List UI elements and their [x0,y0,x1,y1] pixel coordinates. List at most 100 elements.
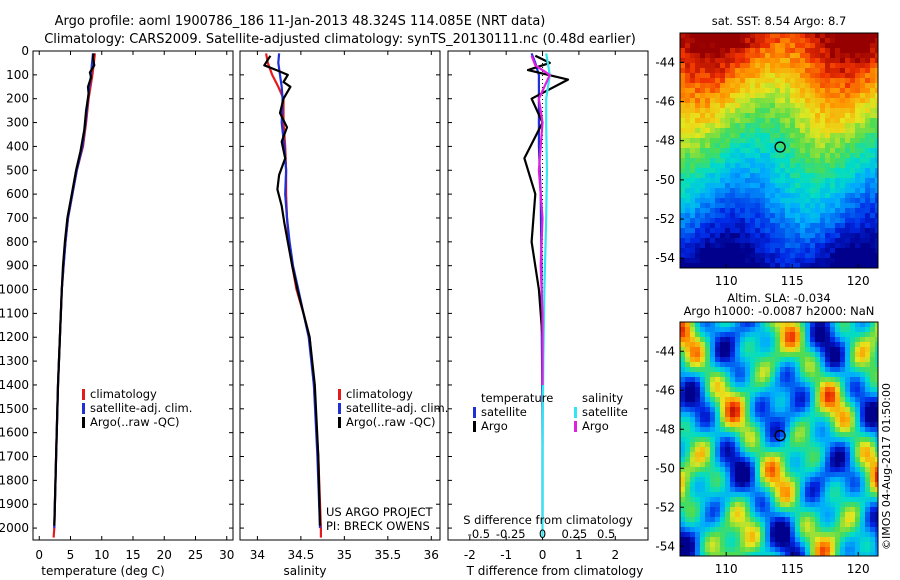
heatmap-cell [785,243,790,248]
heatmap-cell [815,153,820,158]
heatmap-cell [820,33,825,38]
heatmap-cell [850,332,855,337]
heatmap-cell [825,397,830,402]
heatmap-cell [815,93,820,98]
heatmap-cell [700,517,705,522]
heatmap-cell [775,173,780,178]
heatmap-cell [735,88,740,93]
heatmap-cell [865,258,870,263]
heatmap-cell [715,163,720,168]
heatmap-cell [745,103,750,108]
heatmap-cell [780,128,785,133]
heatmap-cell [840,123,845,128]
heatmap-cell [805,248,810,253]
heatmap-cell [780,158,785,163]
heatmap-cell [760,258,765,263]
heatmap-cell [865,357,870,362]
heatmap-cell [770,168,775,173]
heatmap-cell [730,93,735,98]
heatmap-cell [730,422,735,427]
heatmap-cell [855,322,860,327]
heatmap-cell [745,457,750,462]
heatmap-cell [700,153,705,158]
heatmap-cell [785,357,790,362]
heatmap-cell [680,198,685,203]
heatmap-cell [840,362,845,367]
heatmap-cell [790,402,795,407]
heatmap-cell [795,103,800,108]
heatmap-cell [795,497,800,502]
heatmap-cell [760,322,765,327]
heatmap-cell [860,103,865,108]
heatmap-cell [845,432,850,437]
heatmap-cell [870,552,875,556]
heatmap-cell [785,153,790,158]
heatmap-cell [705,532,710,537]
sst_map-xtick-label: 110 [715,274,738,288]
heatmap-cell [740,153,745,158]
heatmap-cell [765,78,770,83]
heatmap-cell [680,183,685,188]
heatmap-cell [805,108,810,113]
heatmap-cell [685,332,690,337]
heatmap-cell [705,223,710,228]
depth-tick-label: 200 [6,92,29,106]
heatmap-cell [695,332,700,337]
heatmap-cell [850,457,855,462]
heatmap-cell [860,362,865,367]
heatmap-cell [870,88,875,93]
heatmap-cell [870,387,875,392]
heatmap-cell [865,68,870,73]
heatmap-cell [695,208,700,213]
s-difference-label: S difference from climatology [463,513,633,527]
heatmap-cell [790,487,795,492]
heatmap-cell [830,407,835,412]
heatmap-cell [735,467,740,472]
depth-tick-label: 800 [6,235,29,249]
heatmap-cell [845,452,850,457]
heatmap-cell [695,497,700,502]
heatmap-cell [685,382,690,387]
heatmap-cell [860,532,865,537]
heatmap-cell [800,482,805,487]
heatmap-cell [855,233,860,238]
heatmap-cell [730,522,735,527]
heatmap-cell [830,322,835,327]
heatmap-cell [790,63,795,68]
heatmap-cell [845,327,850,332]
heatmap-cell [730,367,735,372]
heatmap-cell [735,63,740,68]
heatmap-cell [765,362,770,367]
heatmap-cell [855,512,860,517]
heatmap-cell [760,512,765,517]
heatmap-cell [705,68,710,73]
heatmap-cell [835,447,840,452]
sla_map-ytick-label: -54 [655,539,675,553]
heatmap-cell [835,68,840,73]
heatmap-cell [865,123,870,128]
heatmap-cell [855,58,860,63]
heatmap-cell [700,402,705,407]
heatmap-cell [820,43,825,48]
heatmap-cell [775,73,780,78]
heatmap-cell [735,377,740,382]
heatmap-cell [810,417,815,422]
heatmap-cell [820,327,825,332]
heatmap-cell [740,457,745,462]
heatmap-cell [745,472,750,477]
heatmap-cell [750,88,755,93]
heatmap-cell [820,188,825,193]
heatmap-cell [870,542,875,547]
heatmap-cell [705,83,710,88]
heatmap-cell [850,253,855,258]
heatmap-cell [805,103,810,108]
heatmap-cell [840,477,845,482]
heatmap-cell [695,93,700,98]
heatmap-cell [790,193,795,198]
heatmap-cell [835,233,840,238]
heatmap-cell [710,188,715,193]
heatmap-cell [785,113,790,118]
heatmap-cell [815,382,820,387]
heatmap-cell [750,173,755,178]
